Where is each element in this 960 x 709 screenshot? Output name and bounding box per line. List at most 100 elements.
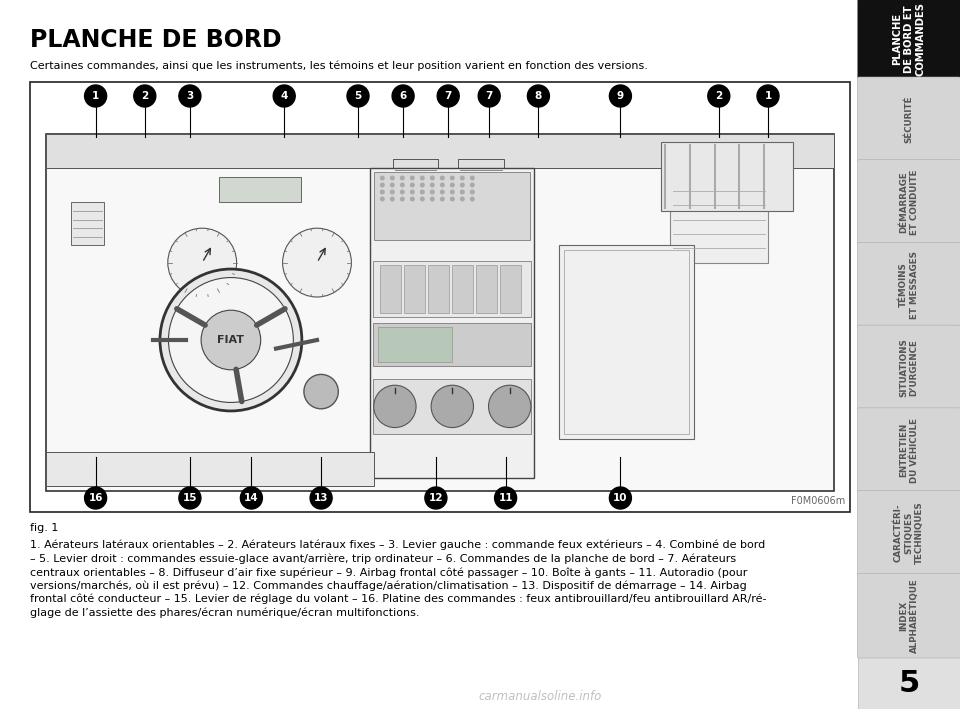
Circle shape xyxy=(420,176,424,181)
Circle shape xyxy=(450,196,455,201)
Text: 1: 1 xyxy=(92,91,99,101)
Text: 3: 3 xyxy=(186,91,194,101)
Circle shape xyxy=(310,487,332,509)
Bar xyxy=(428,265,449,313)
Circle shape xyxy=(168,277,294,403)
Text: 5: 5 xyxy=(899,669,920,698)
Circle shape xyxy=(478,85,500,107)
Circle shape xyxy=(240,487,262,509)
Circle shape xyxy=(274,85,296,107)
Bar xyxy=(459,160,504,211)
Text: PLANCHE DE BORD: PLANCHE DE BORD xyxy=(30,28,281,52)
Circle shape xyxy=(168,228,236,297)
Bar xyxy=(476,265,497,313)
Text: 4: 4 xyxy=(280,91,288,101)
Bar xyxy=(500,265,521,313)
Text: fig. 1: fig. 1 xyxy=(30,523,59,533)
Circle shape xyxy=(440,189,444,194)
Bar xyxy=(46,452,374,486)
Bar xyxy=(373,261,531,317)
Bar xyxy=(452,265,473,313)
Circle shape xyxy=(390,176,395,181)
Bar xyxy=(858,0,960,709)
FancyBboxPatch shape xyxy=(857,574,960,658)
Circle shape xyxy=(380,196,385,201)
Circle shape xyxy=(390,196,395,201)
Text: INDEX
ALPHABÉTIQUE: INDEX ALPHABÉTIQUE xyxy=(899,579,919,653)
Circle shape xyxy=(460,196,465,201)
Text: 1. Aérateurs latéraux orientables – 2. Aérateurs latéraux fixes – 3. Levier gauc: 1. Aérateurs latéraux orientables – 2. A… xyxy=(30,540,765,550)
Circle shape xyxy=(420,189,424,194)
Text: DÉMARRAGE
ET CONDUITE: DÉMARRAGE ET CONDUITE xyxy=(900,169,919,235)
Text: 13: 13 xyxy=(314,493,328,503)
Text: frontal côté conducteur – 15. Levier de réglage du volant – 16. Platine des comm: frontal côté conducteur – 15. Levier de … xyxy=(30,594,766,605)
Circle shape xyxy=(450,182,455,187)
Circle shape xyxy=(450,176,455,181)
Text: 11: 11 xyxy=(498,493,513,503)
Circle shape xyxy=(440,182,444,187)
Text: SÉCURITÉ: SÉCURITÉ xyxy=(904,96,914,143)
Circle shape xyxy=(440,196,444,201)
Circle shape xyxy=(494,487,516,509)
Bar xyxy=(219,177,300,202)
Bar xyxy=(374,172,530,240)
Circle shape xyxy=(469,196,475,201)
Circle shape xyxy=(469,189,475,194)
Circle shape xyxy=(179,85,201,107)
Circle shape xyxy=(390,189,395,194)
Circle shape xyxy=(610,85,632,107)
FancyBboxPatch shape xyxy=(857,325,960,410)
Bar xyxy=(564,250,689,434)
Text: 15: 15 xyxy=(182,493,197,503)
Bar xyxy=(670,177,768,262)
Bar xyxy=(30,82,850,512)
Bar xyxy=(371,168,535,478)
Circle shape xyxy=(440,176,444,181)
Text: 7: 7 xyxy=(486,91,492,101)
Circle shape xyxy=(380,182,385,187)
Circle shape xyxy=(282,228,351,297)
Text: 7: 7 xyxy=(444,91,452,101)
Text: 8: 8 xyxy=(535,91,542,101)
Circle shape xyxy=(430,176,435,181)
Text: TÉMOINS
ET MESSAGES: TÉMOINS ET MESSAGES xyxy=(900,251,919,319)
Text: – 5. Levier droit : commandes essuie-glace avant/arrière, trip ordinateur – 6. C: – 5. Levier droit : commandes essuie-gla… xyxy=(30,554,736,564)
Circle shape xyxy=(469,176,475,181)
Text: PLANCHE
DE BORD ET
COMMANDES: PLANCHE DE BORD ET COMMANDES xyxy=(893,2,925,76)
Circle shape xyxy=(420,182,424,187)
FancyBboxPatch shape xyxy=(857,408,960,493)
FancyBboxPatch shape xyxy=(857,77,960,162)
Bar xyxy=(404,265,425,313)
Text: 2: 2 xyxy=(715,91,723,101)
Circle shape xyxy=(610,487,632,509)
FancyBboxPatch shape xyxy=(857,160,960,245)
Text: 10: 10 xyxy=(613,493,628,503)
Text: 6: 6 xyxy=(399,91,407,101)
Bar xyxy=(378,327,452,362)
Circle shape xyxy=(410,176,415,181)
Text: 1: 1 xyxy=(764,91,772,101)
Circle shape xyxy=(450,189,455,194)
Circle shape xyxy=(160,269,301,411)
Circle shape xyxy=(430,189,435,194)
Circle shape xyxy=(399,176,405,181)
FancyBboxPatch shape xyxy=(857,0,960,79)
Circle shape xyxy=(757,85,779,107)
Circle shape xyxy=(373,385,416,428)
Circle shape xyxy=(133,85,156,107)
Text: 2: 2 xyxy=(141,91,149,101)
Circle shape xyxy=(430,182,435,187)
Circle shape xyxy=(179,487,201,509)
Circle shape xyxy=(437,85,459,107)
Circle shape xyxy=(399,189,405,194)
Bar xyxy=(373,379,531,434)
Bar xyxy=(373,323,531,366)
Circle shape xyxy=(84,85,107,107)
FancyBboxPatch shape xyxy=(857,242,960,327)
Circle shape xyxy=(399,182,405,187)
Circle shape xyxy=(410,189,415,194)
Bar xyxy=(380,265,401,313)
Text: 16: 16 xyxy=(88,493,103,503)
Circle shape xyxy=(430,196,435,201)
Circle shape xyxy=(460,189,465,194)
